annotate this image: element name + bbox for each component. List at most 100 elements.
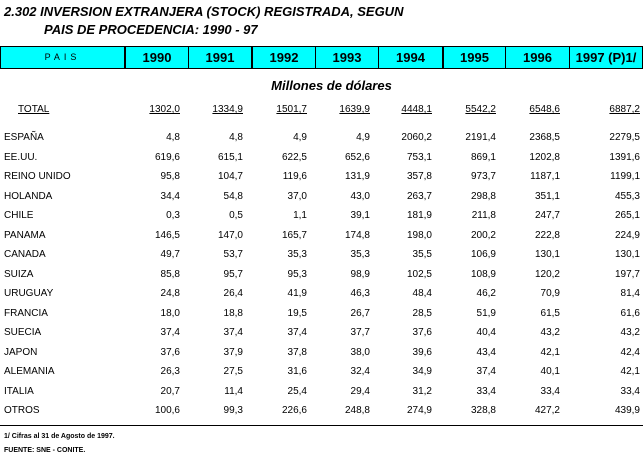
value-cell: 46,2	[476, 288, 496, 299]
value-cell: 1639,9	[339, 104, 370, 115]
value-cell: 37,9	[223, 346, 243, 358]
value-cell: 43,4	[476, 346, 496, 358]
value-cell: 165,7	[281, 229, 307, 241]
value-cell: 35,3	[350, 249, 370, 260]
value-cell: 95,8	[160, 171, 180, 182]
value-cell: 4,9	[356, 132, 370, 143]
value-cell: 42,1	[540, 346, 560, 358]
value-cell: 120,2	[534, 268, 560, 280]
value-cell: 35,5	[412, 249, 432, 260]
country-name: PANAMA	[4, 229, 46, 241]
table-row: CHILE 0,3 0,5 1,1 39,1 181,9 211,8 247,7 265,1	[0, 210, 643, 224]
value-cell: 33,4	[620, 385, 640, 397]
table-row: EE.UU. 619,6 615,1 622,5 652,6 753,1 869,1 1202…	[0, 152, 643, 166]
country-name: CANADA	[4, 249, 46, 260]
value-cell: 174,8	[344, 229, 370, 241]
value-cell: 20,7	[160, 385, 180, 397]
country-name: ALEMANIA	[4, 366, 55, 377]
country-name: URUGUAY	[4, 288, 54, 299]
value-cell: 6548,6	[529, 104, 560, 115]
value-cell: 622,5	[281, 151, 307, 163]
value-cell: 224,9	[614, 229, 640, 241]
table-row: ALEMANIA 26,3 27,5 31,6 32,4 34,9 37,4 40,1 42,1	[0, 366, 643, 380]
table-header: PAIS 1990 1991 1992 1993 1994 1995 1996 1997 (P)…	[0, 46, 643, 69]
value-cell: 34,4	[160, 190, 180, 202]
value-cell: 1199,1	[610, 171, 640, 182]
value-cell: 98,9	[350, 268, 370, 280]
value-cell: 42,1	[620, 366, 640, 377]
value-cell: 95,7	[223, 268, 243, 280]
value-cell: 2368,5	[529, 132, 560, 143]
table-row: HOLANDA 34,4 54,8 37,0 43,0 263,7 298,8 351,1 45…	[0, 191, 643, 205]
value-cell: 43,0	[350, 190, 370, 202]
value-cell: 11,4	[224, 385, 243, 397]
value-cell: 41,9	[287, 288, 307, 299]
value-cell: 37,8	[287, 346, 307, 358]
value-cell: 24,8	[160, 288, 180, 299]
value-cell: 31,6	[287, 366, 307, 377]
value-cell: 31,2	[412, 385, 432, 397]
value-cell: 130,1	[614, 249, 640, 260]
value-cell: 25,4	[287, 385, 307, 397]
table-row: OTROS 100,6 99,3 226,6 248,8 274,9 328,8 427,2 4…	[0, 405, 643, 419]
value-cell: 48,4	[412, 288, 432, 299]
value-cell: 1334,9	[212, 104, 243, 115]
value-cell: 0,3	[166, 210, 180, 221]
value-cell: 26,7	[350, 307, 370, 319]
value-cell: 49,7	[160, 249, 180, 260]
value-cell: 18,0	[160, 307, 180, 319]
value-cell: 265,1	[614, 210, 640, 221]
value-cell: 0,5	[229, 210, 243, 221]
value-cell: 37,0	[287, 190, 307, 202]
table-row: JAPON 37,6 37,9 37,8 38,0 39,6 43,4 42,1 42,4	[0, 347, 643, 361]
table-row: CANADA 49,7 53,7 35,3 35,3 35,5 106,9 130,1 130,…	[0, 249, 643, 263]
value-cell: 181,9	[406, 210, 432, 221]
country-name: REINO UNIDO	[4, 171, 71, 182]
country-name: ITALIA	[4, 385, 34, 397]
value-cell: 248,8	[344, 405, 370, 416]
table-row: SUIZA 85,8 95,7 95,3 98,9 102,5 108,9 120,2 197,…	[0, 269, 643, 283]
value-cell: 37,4	[287, 327, 307, 338]
value-cell: 81,4	[620, 288, 640, 299]
value-cell: 4448,1	[401, 104, 432, 115]
value-cell: 753,1	[406, 151, 432, 163]
total-row: TOTAL 1302,0 1334,9 1501,7 1639,9 4448,1 5542,…	[0, 104, 643, 118]
value-cell: 6887,2	[609, 104, 640, 115]
value-cell: 37,6	[160, 346, 180, 358]
value-cell: 104,7	[217, 171, 243, 182]
value-cell: 54,8	[223, 190, 243, 202]
header-year: 1992	[251, 47, 315, 68]
value-cell: 42,4	[620, 346, 640, 358]
value-cell: 1202,8	[529, 151, 560, 163]
value-cell: 38,0	[350, 346, 370, 358]
value-cell: 146,5	[154, 229, 180, 241]
value-cell: 37,4	[160, 327, 180, 338]
units-label: Millones de dólares	[271, 78, 392, 93]
value-cell: 247,7	[534, 210, 560, 221]
header-year: 1993	[315, 47, 378, 68]
value-cell: 108,9	[470, 268, 496, 280]
country-name: TOTAL	[18, 104, 50, 115]
title-line-2: PAIS DE PROCEDENCIA: 1990 - 97	[44, 22, 258, 37]
header-year: 1997 (P)1/	[569, 47, 642, 68]
value-cell: 100,6	[154, 405, 180, 416]
value-cell: 200,2	[470, 229, 496, 241]
header-year: 1995	[442, 47, 505, 68]
value-cell: 357,8	[406, 171, 432, 182]
value-cell: 34,9	[412, 366, 432, 377]
value-cell: 37,7	[350, 327, 370, 338]
value-cell: 28,5	[412, 307, 432, 319]
value-cell: 2060,2	[401, 132, 432, 143]
value-cell: 615,1	[217, 151, 243, 163]
value-cell: 39,6	[412, 346, 432, 358]
table-row: SUECIA 37,4 37,4 37,4 37,7 37,6 40,4 43,2 43,2	[0, 327, 643, 341]
value-cell: 4,8	[166, 132, 180, 143]
value-cell: 4,9	[293, 132, 307, 143]
value-cell: 1391,6	[609, 151, 640, 163]
header-year: 1991	[188, 47, 251, 68]
value-cell: 1501,7	[276, 104, 307, 115]
table-row: ITALIA 20,7 11,4 25,4 29,4 31,2 33,4 33,4 33,4	[0, 386, 643, 400]
value-cell: 226,6	[281, 405, 307, 416]
source-note: FUENTE: SNE - CONITE.	[4, 447, 86, 454]
